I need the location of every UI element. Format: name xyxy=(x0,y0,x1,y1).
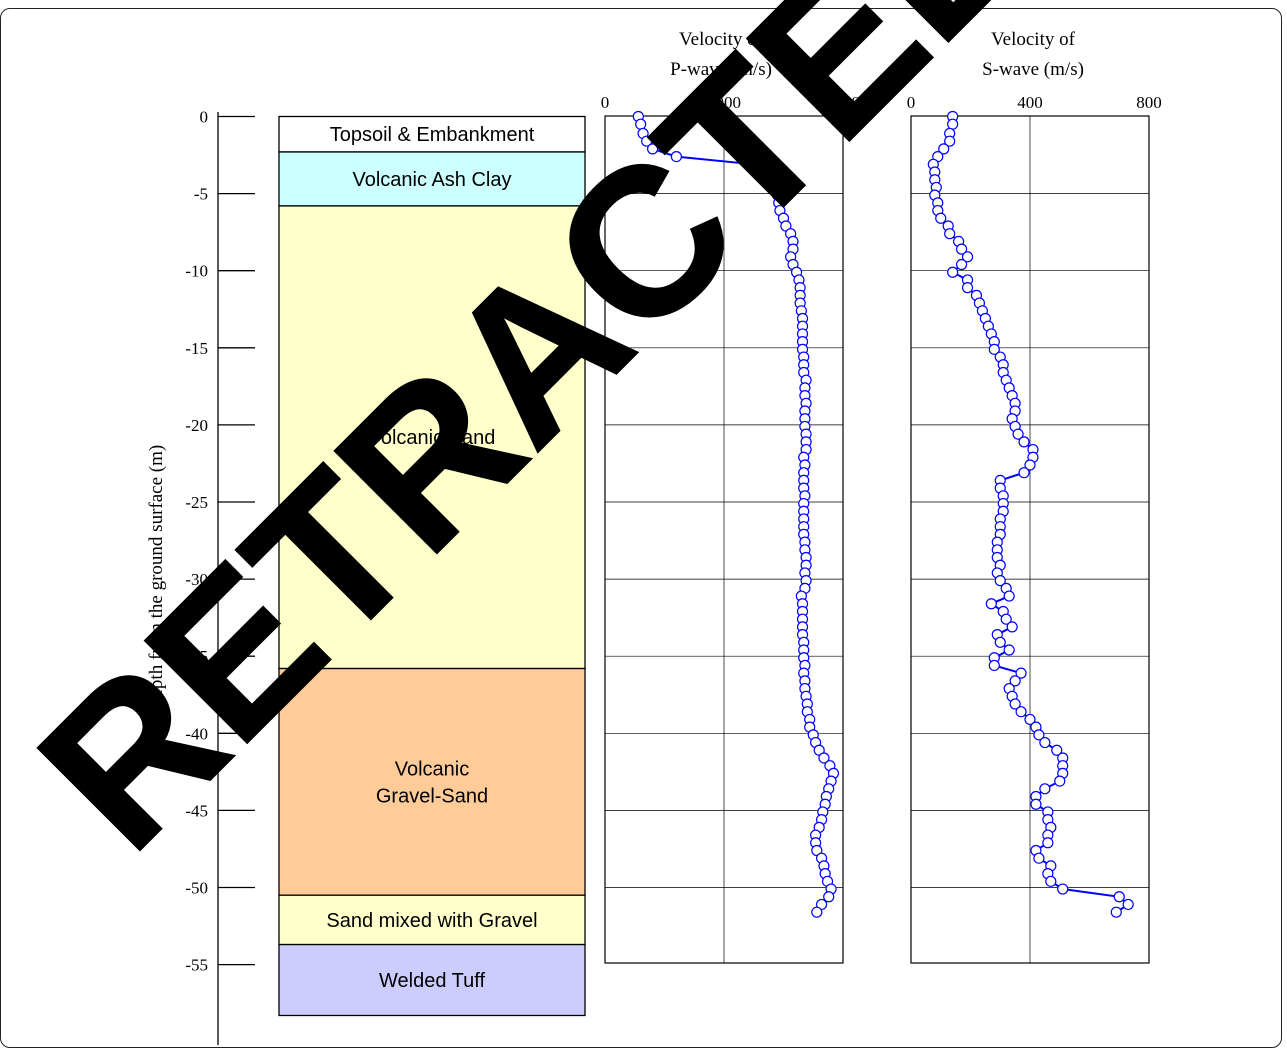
p-wave-title-line2: P-wave (m/s) xyxy=(670,59,772,80)
data-point xyxy=(961,251,974,263)
data-point xyxy=(938,143,950,155)
data-point xyxy=(1054,775,1066,787)
data-point xyxy=(947,118,959,130)
data-point xyxy=(935,212,947,224)
p-wave-chart: Velocity of P-wave (m/s) 0 1000 2000 xyxy=(601,29,860,964)
x-tick-label: 400 xyxy=(1017,93,1043,112)
depth-tick-label: -30 xyxy=(185,570,208,589)
data-point xyxy=(818,752,830,764)
soil-layer-label: Volcanic Ash Clay xyxy=(353,169,512,191)
data-point xyxy=(1039,783,1051,795)
depth-tick-label: -15 xyxy=(185,339,208,358)
depth-tick-label: -50 xyxy=(185,879,208,898)
data-point xyxy=(1051,744,1063,756)
data-point xyxy=(944,228,956,240)
data-point xyxy=(994,575,1006,587)
depth-tick-label: -45 xyxy=(185,801,208,820)
data-point xyxy=(1057,883,1069,895)
x-tick-label: 0 xyxy=(907,93,916,112)
p-wave-title-line1: Velocity of xyxy=(679,29,764,50)
data-point xyxy=(1024,459,1036,471)
data-point xyxy=(1003,590,1015,602)
data-point xyxy=(1042,837,1054,849)
s-wave-title-line2: S-wave (m/s) xyxy=(982,59,1084,80)
data-point xyxy=(1030,798,1042,810)
depth-tick-label: -55 xyxy=(185,956,208,975)
data-point xyxy=(1012,428,1024,440)
soil-layer xyxy=(278,894,586,946)
soil-layer xyxy=(278,943,586,1017)
data-point xyxy=(1018,436,1030,448)
data-point xyxy=(994,636,1006,648)
soil-layer xyxy=(278,115,586,153)
data-point xyxy=(961,282,974,294)
data-point xyxy=(1006,621,1018,633)
soil-layer-label: Gravel-Sand xyxy=(376,785,488,807)
series-line xyxy=(932,116,1130,914)
soil-column: Topsoil & Embankment Volcanic Ash Clay Vol… xyxy=(278,115,586,1017)
data-point xyxy=(955,243,968,255)
data-point xyxy=(1009,675,1021,687)
soil-layer-label: Topsoil & Embankment xyxy=(330,124,535,146)
data-point xyxy=(1003,644,1015,656)
depth-tick-label: -40 xyxy=(185,724,208,743)
data-point xyxy=(1113,891,1125,903)
data-point xyxy=(1015,706,1027,718)
soil-layer-label: Sand mixed with Gravel xyxy=(326,910,537,932)
s-wave-title-line1: Velocity of xyxy=(991,29,1076,50)
depth-tick-label: -10 xyxy=(185,262,208,281)
soil-layer-label: Volcanic xyxy=(395,758,470,780)
data-point xyxy=(944,135,956,147)
data-point xyxy=(1033,729,1045,741)
x-tick-label: 800 xyxy=(1136,93,1162,112)
data-point xyxy=(646,143,659,155)
data-point xyxy=(1039,736,1051,749)
data-point xyxy=(1018,467,1030,479)
depth-tick-label: -5 xyxy=(194,185,208,204)
x-tick-label: 2000 xyxy=(826,93,860,112)
depth-axis-label: Depth from the ground surface (m) xyxy=(146,445,167,711)
data-point xyxy=(947,266,959,278)
s-wave-chart: Velocity of S-wave (m/s) 0 400 800 xyxy=(907,29,1162,964)
data-point xyxy=(1009,698,1021,710)
data-point xyxy=(1024,713,1036,726)
depth-axis: 0 -5 -10 -15 -20 -25 -30 -35 -40 -45 -50 -55 Depth … xyxy=(146,108,255,1045)
soil-layer xyxy=(278,205,586,670)
data-point xyxy=(811,906,823,918)
data-point xyxy=(823,891,835,903)
data-point xyxy=(1122,898,1134,911)
data-point xyxy=(670,150,683,163)
data-point xyxy=(1033,852,1045,864)
soil-layer-label: Welded Tuff xyxy=(379,970,485,992)
depth-tick-label: -25 xyxy=(185,493,208,512)
depth-tick-label: -20 xyxy=(185,416,208,435)
data-point xyxy=(988,343,1000,355)
data-point xyxy=(635,118,647,130)
x-tick-label: 0 xyxy=(601,93,610,112)
depth-tick-label: -35 xyxy=(185,647,208,666)
depth-ticks: 0 -5 -10 -15 -20 -25 -30 -35 -40 -45 -50 -55 xyxy=(185,108,255,975)
data-point xyxy=(955,258,968,271)
depth-tick-label: 0 xyxy=(200,108,209,127)
x-tick-label: 1000 xyxy=(707,93,741,112)
data-point xyxy=(1015,667,1027,679)
data-point xyxy=(641,135,653,147)
data-point xyxy=(985,598,997,610)
data-point xyxy=(1045,875,1057,887)
data-point xyxy=(748,158,760,170)
data-point xyxy=(1000,613,1012,625)
soil-layer xyxy=(278,667,586,896)
soil-layer-label: Volcanic Sand xyxy=(369,427,496,449)
data-point xyxy=(1110,906,1122,918)
data-point xyxy=(988,659,1000,672)
